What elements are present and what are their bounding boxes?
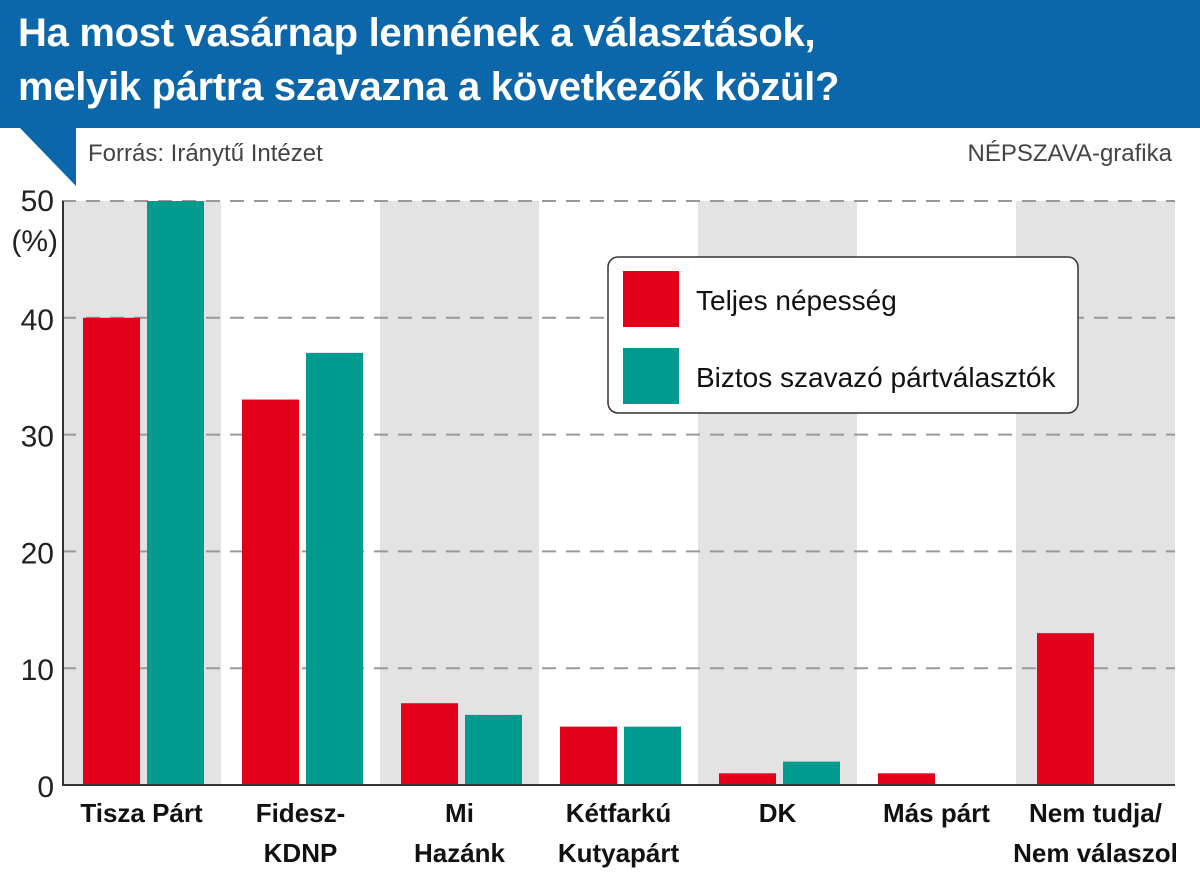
category-band <box>380 201 539 785</box>
title-line-1: Ha most vasárnap lennének a választások, <box>18 11 816 55</box>
y-tick-label: 50 <box>21 185 54 218</box>
bar-biztos-4 <box>783 761 840 785</box>
bar-teljes-2 <box>401 703 458 785</box>
x-category-label: Nem tudja/ <box>1029 798 1162 828</box>
legend-box <box>607 256 1079 414</box>
x-category-label: Más párt <box>883 798 990 828</box>
x-category-label: Kutyapárt <box>558 838 680 868</box>
x-category-label: Fidesz- <box>256 798 346 828</box>
bar-biztos-3 <box>624 726 681 785</box>
source-text: Forrás: Iránytű Intézet <box>88 140 323 167</box>
legend-swatch <box>623 271 679 327</box>
bar-teljes-0 <box>83 317 140 785</box>
bar-teljes-5 <box>878 773 935 785</box>
x-category-label: Tisza Párt <box>80 798 203 828</box>
x-category-label: DK <box>759 798 797 828</box>
bar-teljes-4 <box>719 773 776 785</box>
chart-title: Ha most vasárnap lennének a választások,… <box>18 6 839 114</box>
y-tick-label: 20 <box>21 537 54 570</box>
bar-teljes-1 <box>242 399 299 785</box>
legend-swatch <box>623 348 679 404</box>
legend-label: Biztos szavazó pártválasztók <box>696 362 1056 393</box>
y-tick-label: 0 <box>37 771 54 804</box>
x-category-label: Kétfarkú <box>566 798 671 828</box>
legend-label: Teljes népesség <box>696 285 897 316</box>
credit-text: NÉPSZAVA-grafika <box>967 140 1172 167</box>
y-tick-label: 10 <box>21 654 54 687</box>
y-axis-label: (%) <box>11 225 58 258</box>
x-category-label: KDNP <box>264 838 338 868</box>
x-category-label: Mi <box>445 798 474 828</box>
bar-teljes-3 <box>560 726 617 785</box>
y-tick-label: 30 <box>21 421 54 454</box>
y-tick-label: 40 <box>21 304 54 337</box>
bar-biztos-0 <box>147 201 204 785</box>
title-line-2: melyik pártra szavazna a következők közü… <box>18 65 840 109</box>
bar-biztos-1 <box>306 352 363 785</box>
header-banner: Ha most vasárnap lennének a választások,… <box>0 0 1200 128</box>
x-category-label: Nem válaszol <box>1013 838 1178 868</box>
bar-teljes-6 <box>1037 633 1094 785</box>
banner-fold <box>20 128 76 186</box>
x-category-label: Hazánk <box>414 838 506 868</box>
bar-biztos-2 <box>465 714 522 785</box>
